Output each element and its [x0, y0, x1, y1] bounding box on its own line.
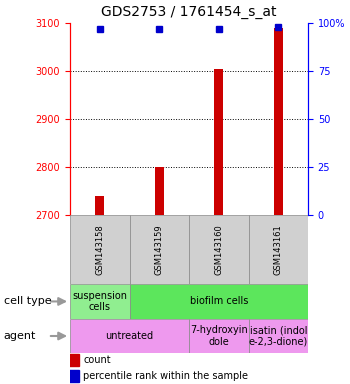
- Text: GSM143161: GSM143161: [274, 224, 283, 275]
- Bar: [274, 28, 283, 215]
- Bar: [130, 215, 189, 284]
- Text: biofilm cells: biofilm cells: [190, 296, 248, 306]
- Bar: [95, 196, 104, 215]
- Bar: [70, 215, 130, 284]
- Title: GDS2753 / 1761454_s_at: GDS2753 / 1761454_s_at: [101, 5, 277, 19]
- Bar: [155, 167, 164, 215]
- Bar: [70, 284, 130, 319]
- Text: untreated: untreated: [105, 331, 154, 341]
- Text: percentile rank within the sample: percentile rank within the sample: [83, 371, 248, 381]
- Text: 7-hydroxyin
dole: 7-hydroxyin dole: [190, 325, 248, 347]
- Bar: [248, 215, 308, 284]
- Bar: [189, 319, 248, 353]
- Text: count: count: [83, 355, 111, 365]
- Text: GSM143159: GSM143159: [155, 224, 164, 275]
- Text: cell type: cell type: [4, 296, 51, 306]
- Bar: [70, 319, 189, 353]
- Bar: [214, 69, 223, 215]
- Text: suspension
cells: suspension cells: [72, 291, 127, 312]
- Text: GSM143160: GSM143160: [214, 224, 223, 275]
- Text: agent: agent: [4, 331, 36, 341]
- Bar: [130, 284, 308, 319]
- Bar: [189, 215, 248, 284]
- Text: isatin (indol
e-2,3-dione): isatin (indol e-2,3-dione): [248, 325, 308, 347]
- Text: GSM143158: GSM143158: [95, 224, 104, 275]
- Bar: [248, 319, 308, 353]
